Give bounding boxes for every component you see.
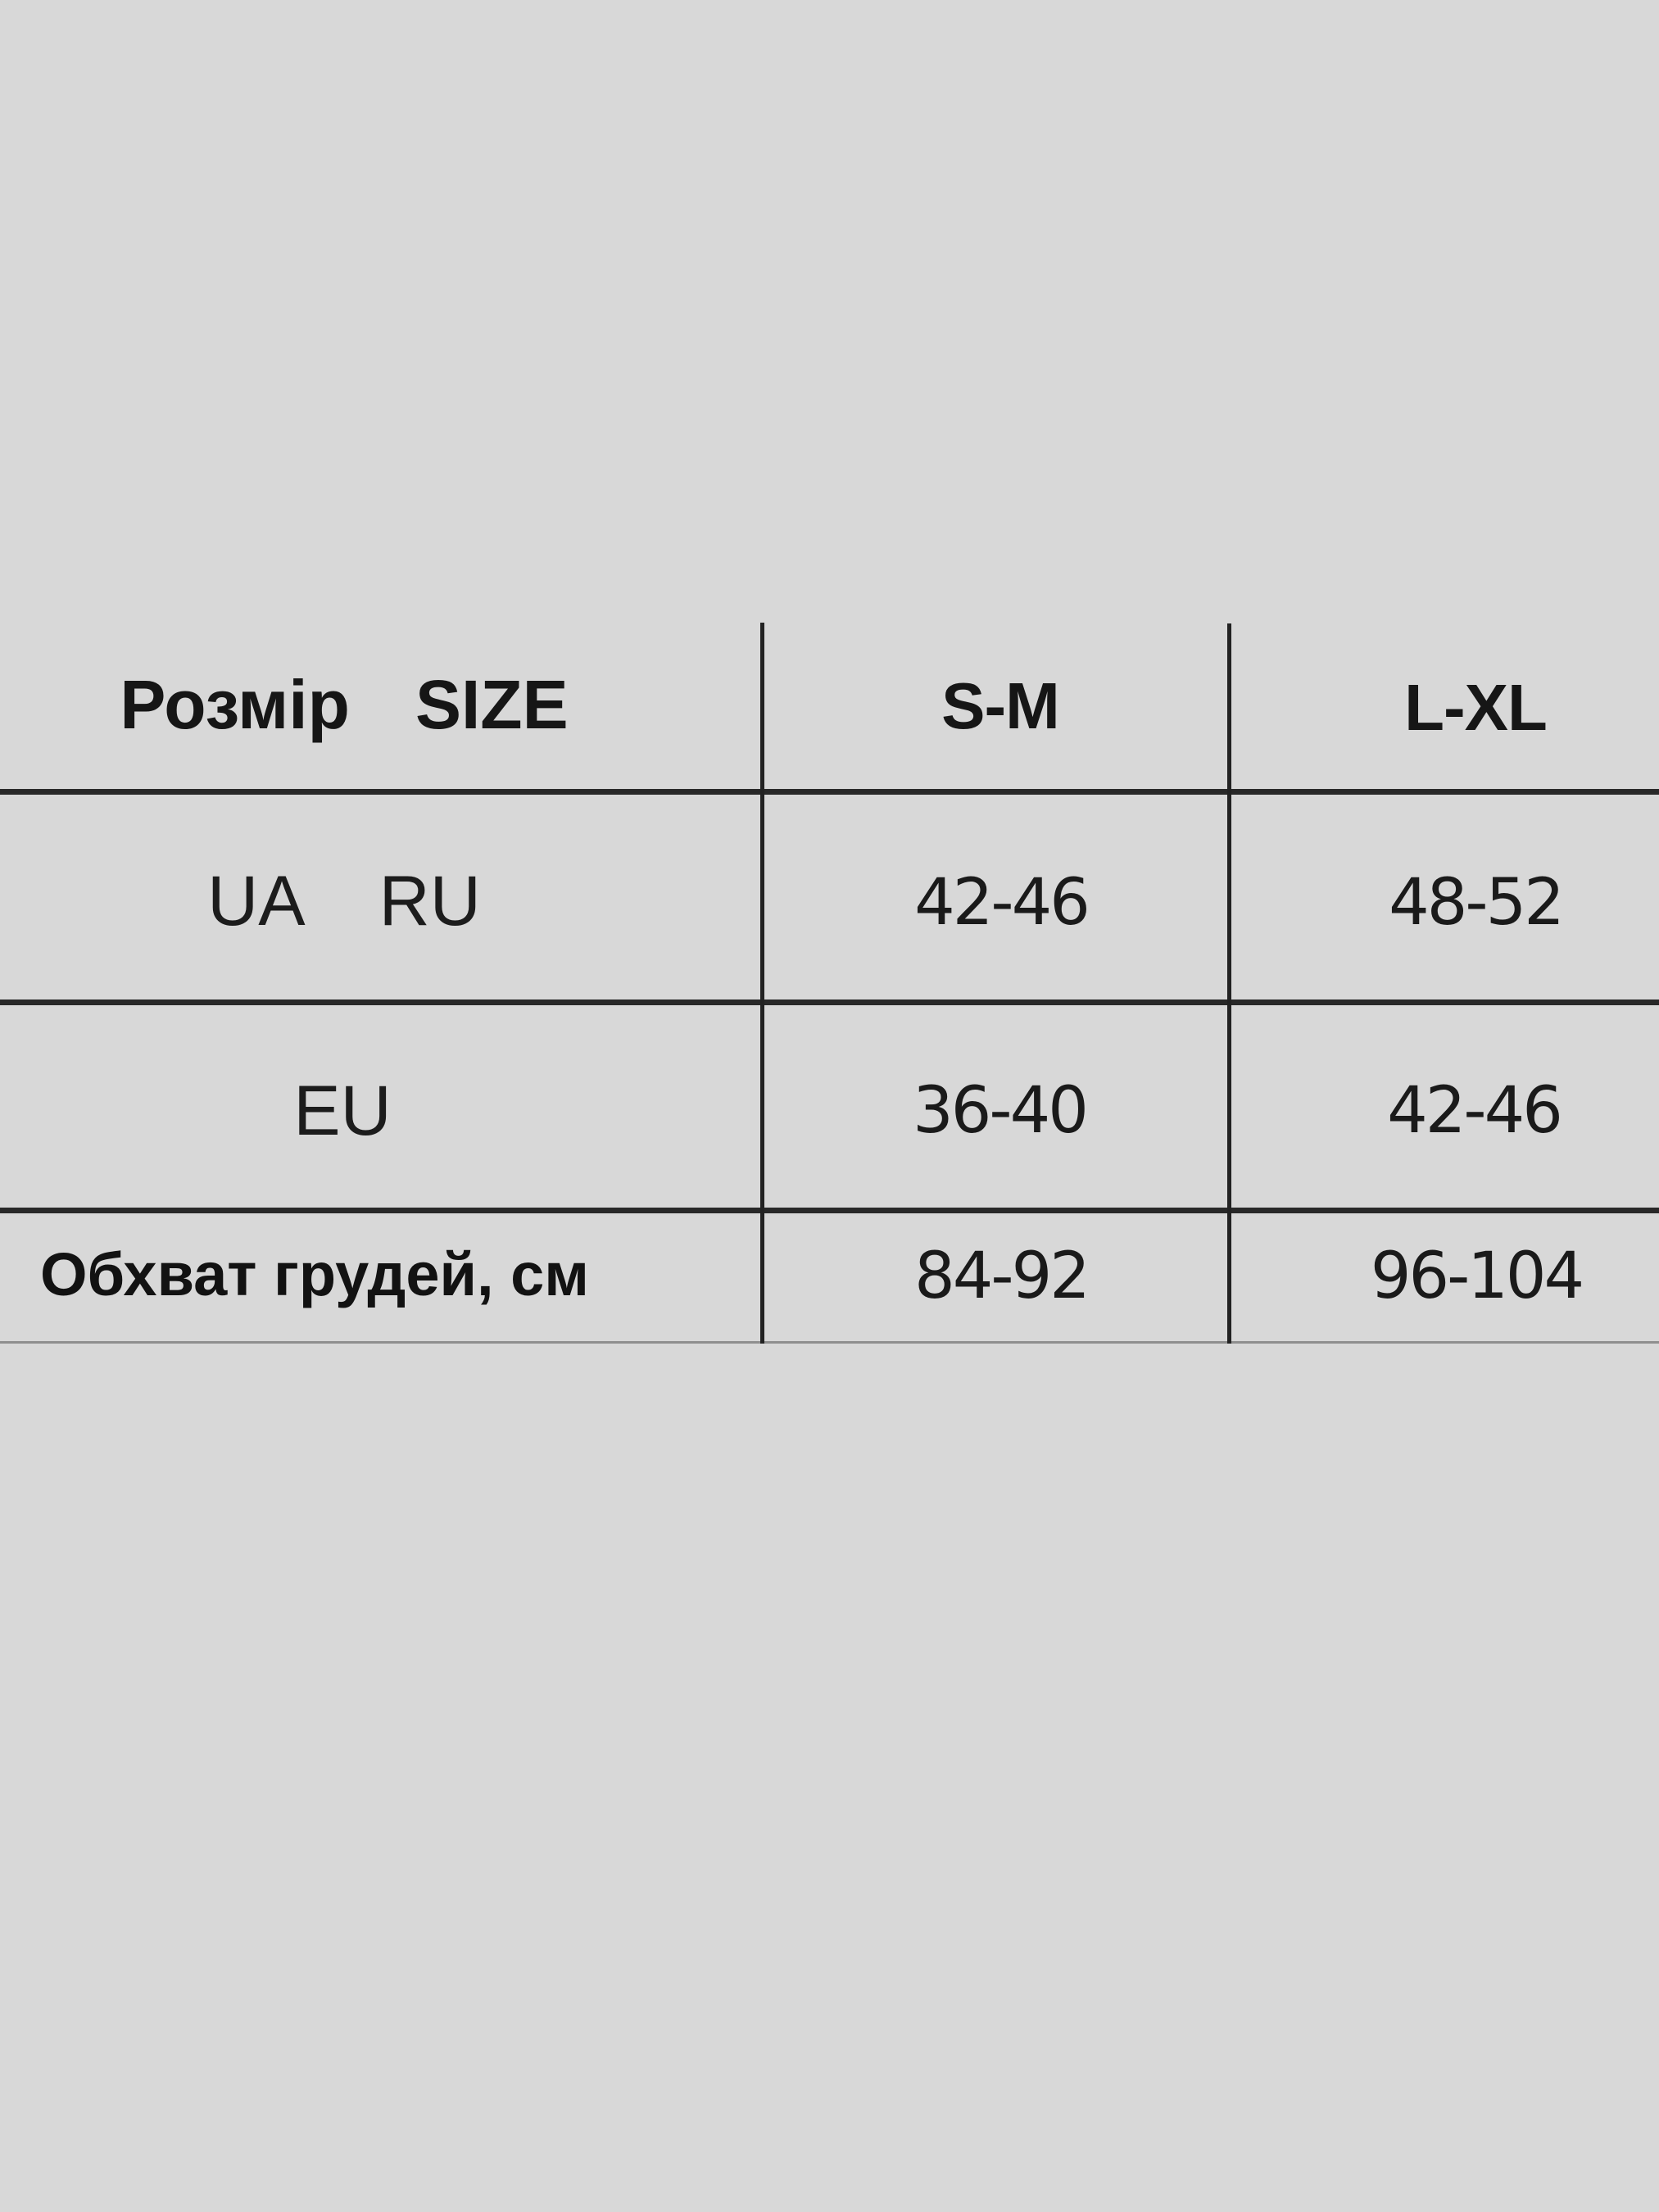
header-size-label: Розмір SIZE: [120, 670, 568, 739]
ua-ru-sm-value: 42-46: [914, 866, 1090, 940]
chest-lxl-value: 96-104: [1370, 1240, 1584, 1313]
header-col-sm: S-M: [941, 669, 1060, 742]
header-col-lxl: L-XL: [1404, 671, 1548, 744]
eu-sm-value: 36-40: [913, 1074, 1089, 1148]
chest-sm-value: 84-92: [914, 1240, 1090, 1313]
row-ua-ru-label: UA RU: [207, 866, 481, 936]
row-eu-label: EU: [293, 1072, 392, 1150]
table-bottom-rule: [0, 1341, 1659, 1344]
horizontal-divider-below-ua-ru-row: [0, 999, 1659, 1005]
horizontal-divider-below-header: [0, 789, 1659, 795]
header-size-label-en: SIZE: [415, 666, 569, 743]
row-chest-girth-label: Обхват грудей, см: [40, 1240, 590, 1308]
vertical-divider-right: [1227, 623, 1231, 1344]
horizontal-divider-below-eu-row: [0, 1208, 1659, 1213]
header-size-label-ua: Розмір: [120, 666, 350, 743]
row-label-ua: UA: [207, 862, 306, 941]
row-label-ru: RU: [378, 862, 481, 941]
vertical-divider-left: [760, 623, 764, 1344]
eu-lxl-value: 42-46: [1387, 1074, 1563, 1148]
ua-ru-lxl-value: 48-52: [1389, 866, 1565, 940]
